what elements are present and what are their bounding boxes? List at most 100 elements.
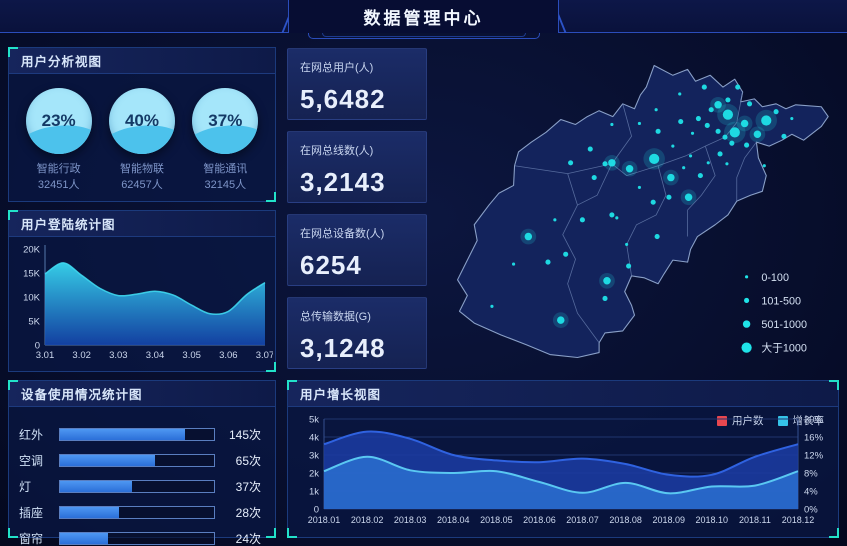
device-value: 28次	[235, 505, 261, 520]
bar-fill	[60, 532, 108, 544]
svg-text:2018.12: 2018.12	[782, 515, 815, 525]
bar-track	[59, 427, 215, 441]
map-legend-label: 0-100	[761, 272, 789, 284]
gauge-row: 23% 智能行政 32451人 40% 智能物联 62457人 37% 智能通讯…	[9, 74, 275, 194]
gauge-count: 62457人	[121, 178, 163, 191]
legend-item-users[interactable]: 用户数	[717, 413, 764, 428]
panel-user-analysis: 用户分析视图 23% 智能行政 32451人 40% 智能物联 62457人 3…	[8, 47, 276, 202]
svg-text:1k: 1k	[309, 487, 319, 498]
svg-text:2018.05: 2018.05	[480, 515, 513, 525]
device-value: 145次	[228, 427, 261, 442]
login-area-chart: 0 5K 10K 15K 20K 3.01 3.02 3.03 3.04 3.05 3.06 3.07	[23, 245, 273, 362]
stat-label: 在网总用户(人)	[300, 62, 374, 74]
stat-value: 3,1248	[300, 333, 386, 363]
panel-user-growth-title: 用户增长视图	[300, 388, 382, 402]
bar-track	[59, 479, 215, 493]
growth-area-chart: 0 0% 1k 4% 2k 8% 3k 12% 4k 16% 5k 20% 2018.01 2018.02…	[308, 415, 824, 526]
svg-text:5k: 5k	[309, 415, 319, 426]
svg-text:0%: 0%	[804, 505, 818, 516]
device-label: 灯	[19, 479, 32, 494]
bar-track	[59, 505, 215, 519]
device-bar-row: 红外 145次	[19, 421, 261, 447]
device-label: 空调	[19, 453, 44, 468]
gauge-percent: 23%	[41, 111, 76, 130]
page-title: 数据管理中心	[363, 9, 484, 28]
svg-text:2018.02: 2018.02	[351, 515, 384, 525]
gauge-label: 智能行政	[36, 163, 81, 175]
map-outline	[456, 64, 829, 359]
x-tick: 3.02	[72, 350, 91, 361]
x-tick: 3.04	[146, 350, 165, 361]
device-value: 65次	[235, 453, 261, 468]
gauge-percent: 40%	[124, 111, 159, 130]
device-bar-list: 红外 145次 空调 65次 灯 37次 插座 28次 窗帘 24次	[9, 407, 275, 546]
liquid-gauge: 23%	[25, 88, 92, 154]
liquid-gauge: 40%	[108, 88, 175, 154]
gauge-iot: 40% 智能物联 62457人	[108, 88, 175, 194]
x-tick: 3.07	[256, 350, 273, 361]
device-label: 红外	[19, 427, 44, 442]
panel-user-analysis-header: 用户分析视图	[9, 48, 275, 74]
corner-accent	[266, 192, 276, 202]
header-bracket-decoration	[308, 33, 540, 39]
svg-text:2k: 2k	[309, 469, 319, 480]
device-value: 37次	[235, 479, 261, 494]
svg-text:2018.04: 2018.04	[437, 515, 470, 525]
y-tick: 10K	[23, 293, 41, 304]
map-internal-borders	[514, 91, 757, 343]
panel-user-growth-header: 用户增长视图	[288, 381, 838, 407]
x-tick: 3.01	[36, 350, 55, 361]
corner-accent	[287, 380, 297, 390]
svg-text:2018.03: 2018.03	[394, 515, 427, 525]
y-tick: 5K	[28, 317, 40, 328]
gauge-percent: 37%	[208, 111, 243, 130]
device-bar-row: 窗帘 24次	[19, 525, 261, 546]
x-tick: 3.06	[219, 350, 238, 361]
bar-track	[59, 531, 215, 545]
legend-label: 增长率	[792, 415, 825, 427]
corner-accent	[829, 380, 839, 390]
panel-login-stats-title: 用户登陆统计图	[21, 218, 116, 232]
growth-chart-legend: 用户数 增长率	[717, 413, 824, 428]
header-bracket-inner-decoration	[322, 33, 526, 37]
stat-value: 6254	[300, 250, 362, 280]
region-bubble-map: 0-100 101-500 501-1000 大于1000	[430, 45, 840, 375]
map-legend: 0-100 101-500 501-1000 大于1000	[741, 272, 807, 355]
stat-value: 5,6482	[300, 84, 386, 114]
corner-accent	[8, 210, 18, 220]
corner-accent	[8, 528, 18, 538]
legend-item-growth[interactable]: 增长率	[777, 413, 825, 428]
svg-text:2018.09: 2018.09	[652, 515, 685, 525]
map-dots	[490, 84, 794, 328]
panel-device-usage-title: 设备使用情况统计图	[21, 388, 143, 402]
svg-text:2018.08: 2018.08	[609, 515, 642, 525]
header-bar: 数据管理中心	[0, 0, 847, 33]
stat-label: 总传输数据(G)	[300, 311, 371, 323]
svg-text:3k: 3k	[309, 451, 319, 462]
stat-card-total-data: 总传输数据(G) 3,1248	[287, 297, 427, 369]
y-tick: 15K	[23, 269, 41, 280]
stat-label: 在网总线数(人)	[300, 145, 374, 157]
svg-text:2018.11: 2018.11	[739, 515, 771, 525]
svg-text:0: 0	[314, 505, 319, 516]
device-bar-row: 插座 28次	[19, 499, 261, 525]
device-bar-row: 灯 37次	[19, 473, 261, 499]
device-label: 窗帘	[19, 531, 44, 546]
y-tick: 0	[35, 341, 40, 352]
gauge-label: 智能物联	[119, 163, 164, 175]
map-legend-label: 501-1000	[761, 319, 807, 331]
svg-text:8%: 8%	[804, 469, 818, 480]
x-tick: 3.05	[182, 350, 201, 361]
header-title-box: 数据管理中心	[288, 0, 559, 33]
panel-device-usage: 设备使用情况统计图 红外 145次 空调 65次 灯 37次 插座 28次 窗帘…	[8, 380, 276, 546]
panel-login-stats-header: 用户登陆统计图	[9, 211, 275, 237]
device-bar-row: 空调 65次	[19, 447, 261, 473]
svg-text:12%: 12%	[804, 451, 824, 462]
svg-text:2018.01: 2018.01	[308, 515, 341, 525]
liquid-gauge: 37%	[192, 88, 259, 154]
map-legend-label: 大于1000	[761, 341, 807, 355]
stat-label: 在网总设备数(人)	[300, 228, 385, 240]
gauge-admin: 23% 智能行政 32451人	[25, 88, 92, 194]
stat-card-total-devices: 在网总设备数(人) 6254	[287, 214, 427, 286]
svg-text:2018.07: 2018.07	[566, 515, 599, 525]
